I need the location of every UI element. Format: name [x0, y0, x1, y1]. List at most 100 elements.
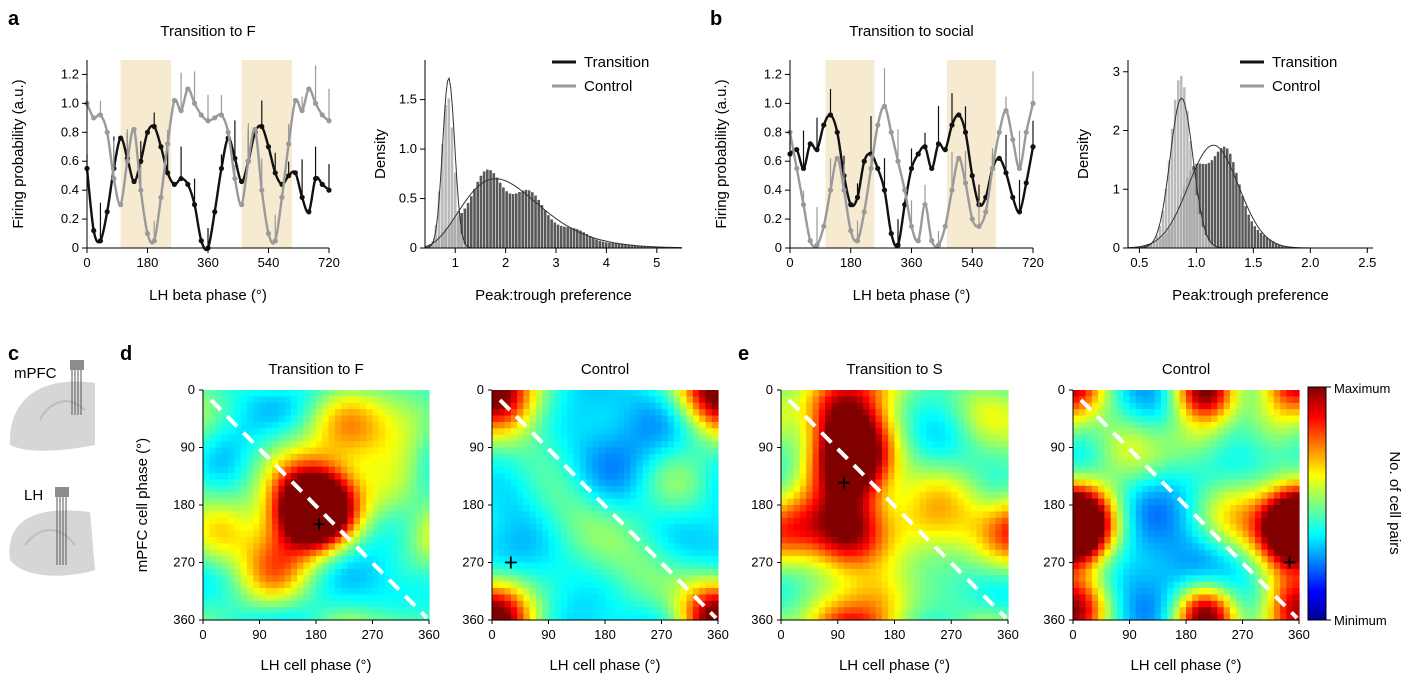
heatmap-cell: [246, 543, 254, 551]
heatmap-cell: [661, 600, 669, 608]
heatmap-cell: [253, 460, 261, 468]
heatmap-cell: [284, 396, 292, 404]
heatmap-cell: [944, 453, 952, 461]
heatmap-cell: [328, 498, 336, 506]
heatmap-cell: [711, 505, 719, 512]
heatmap-cell: [970, 479, 978, 487]
heatmap-cell: [290, 562, 298, 570]
heatmap-cell: [818, 447, 826, 455]
heatmap-cell: [989, 479, 996, 487]
heatmap-cell: [919, 517, 927, 525]
heatmap-cell: [548, 421, 556, 429]
heatmap-cell: [1135, 492, 1143, 500]
heatmap-cell: [246, 409, 254, 417]
heatmap-cell: [1104, 409, 1112, 417]
heatmap-cell: [825, 390, 833, 397]
heatmap-cell: [535, 511, 543, 519]
heatmap-cell: [535, 473, 543, 481]
heatmap-cell: [1129, 453, 1137, 461]
heatmap-cell: [1085, 530, 1093, 538]
heatmap-cell: [1079, 402, 1087, 410]
x-axis-label: LH cell phase (°): [839, 657, 950, 674]
heatmap-cell: [1079, 498, 1087, 506]
heatmap-cell: [856, 536, 864, 544]
heatmap-cell: [297, 466, 305, 474]
heatmap-cell: [303, 594, 311, 602]
heatmap-cell: [1129, 485, 1137, 493]
heatmap-cell: [1001, 421, 1009, 429]
heatmap-cell: [598, 396, 606, 404]
heatmap-cell: [913, 511, 921, 519]
heatmap-cell: [825, 485, 833, 493]
heatmap-cell: [692, 588, 700, 596]
heatmap-cell: [492, 575, 499, 583]
heatmap-cell: [561, 492, 568, 500]
heatmap-cell: [856, 421, 864, 429]
heatmap-cell: [932, 390, 940, 397]
heatmap-cell: [1079, 473, 1087, 481]
heatmap-cell: [259, 600, 267, 608]
heatmap-cell: [623, 505, 631, 512]
heatmap-cell: [957, 524, 965, 532]
heatmap-cell: [378, 607, 386, 615]
heatmap-cell: [1085, 453, 1093, 461]
heatmap-cell: [203, 568, 210, 576]
heatmap-cell: [1110, 498, 1118, 506]
heatmap-cell: [1098, 562, 1105, 570]
heatmap-cell: [799, 562, 807, 570]
heatmap-cell: [648, 479, 656, 487]
heatmap-cell: [504, 588, 512, 596]
heatmap-cell: [259, 421, 267, 429]
heatmap-cell: [504, 530, 512, 538]
heatmap-cell: [705, 402, 713, 410]
heatmap-cell: [837, 390, 845, 397]
heatmap-cell: [359, 505, 367, 512]
heatmap-cell: [605, 613, 612, 621]
heatmap-cell: [617, 421, 625, 429]
heatmap-cell: [1123, 492, 1131, 500]
heatmap-cell: [1142, 594, 1149, 602]
histogram-bar: [649, 246, 653, 248]
heatmap-cell: [995, 594, 1003, 602]
heatmap-cell: [378, 390, 386, 397]
heatmap-cell: [875, 556, 883, 564]
heatmap-cell: [334, 447, 342, 455]
heatmap-cell: [1110, 396, 1118, 404]
heatmap-cell: [869, 549, 877, 557]
heatmap-cell: [938, 460, 946, 468]
heatmap-cell: [711, 402, 719, 410]
heatmap-cell: [963, 600, 971, 608]
heatmap-cell: [692, 466, 700, 474]
heatmap-cell: [517, 530, 524, 538]
histogram-bar: [495, 177, 499, 248]
heatmap-cell: [799, 479, 807, 487]
heatmap-cell: [982, 568, 990, 576]
heatmap-cell: [372, 492, 380, 500]
heatmap-cell: [1142, 434, 1149, 442]
heatmap-cell: [970, 434, 978, 442]
heatmap-cell: [203, 409, 210, 417]
heatmap-cell: [341, 428, 348, 436]
heatmap-cell: [705, 575, 713, 583]
heatmap-cell: [309, 600, 317, 608]
heatmap-cell: [416, 466, 424, 474]
heatmap-cell: [215, 613, 223, 621]
heatmap-cell: [542, 396, 550, 404]
heatmap-cell: [573, 396, 581, 404]
heatmap-cell: [1073, 473, 1080, 481]
heatmap-cell: [862, 536, 870, 544]
heatmap-cell: [617, 556, 625, 564]
heatmap-cell: [492, 511, 499, 519]
heatmap-cell: [334, 562, 342, 570]
heatmap-cell: [1091, 409, 1099, 417]
heatmap-cell: [1129, 434, 1137, 442]
heatmap-cell: [523, 562, 531, 570]
heatmap-cell: [1123, 562, 1131, 570]
heatmap-cell: [680, 485, 688, 493]
heatmap-cell: [831, 460, 839, 468]
heatmap-cell: [611, 447, 619, 455]
heatmap-cell: [1098, 543, 1105, 551]
heatmap-cell: [284, 530, 292, 538]
heatmap-cell: [787, 581, 795, 589]
heatmap-cell: [309, 536, 317, 544]
